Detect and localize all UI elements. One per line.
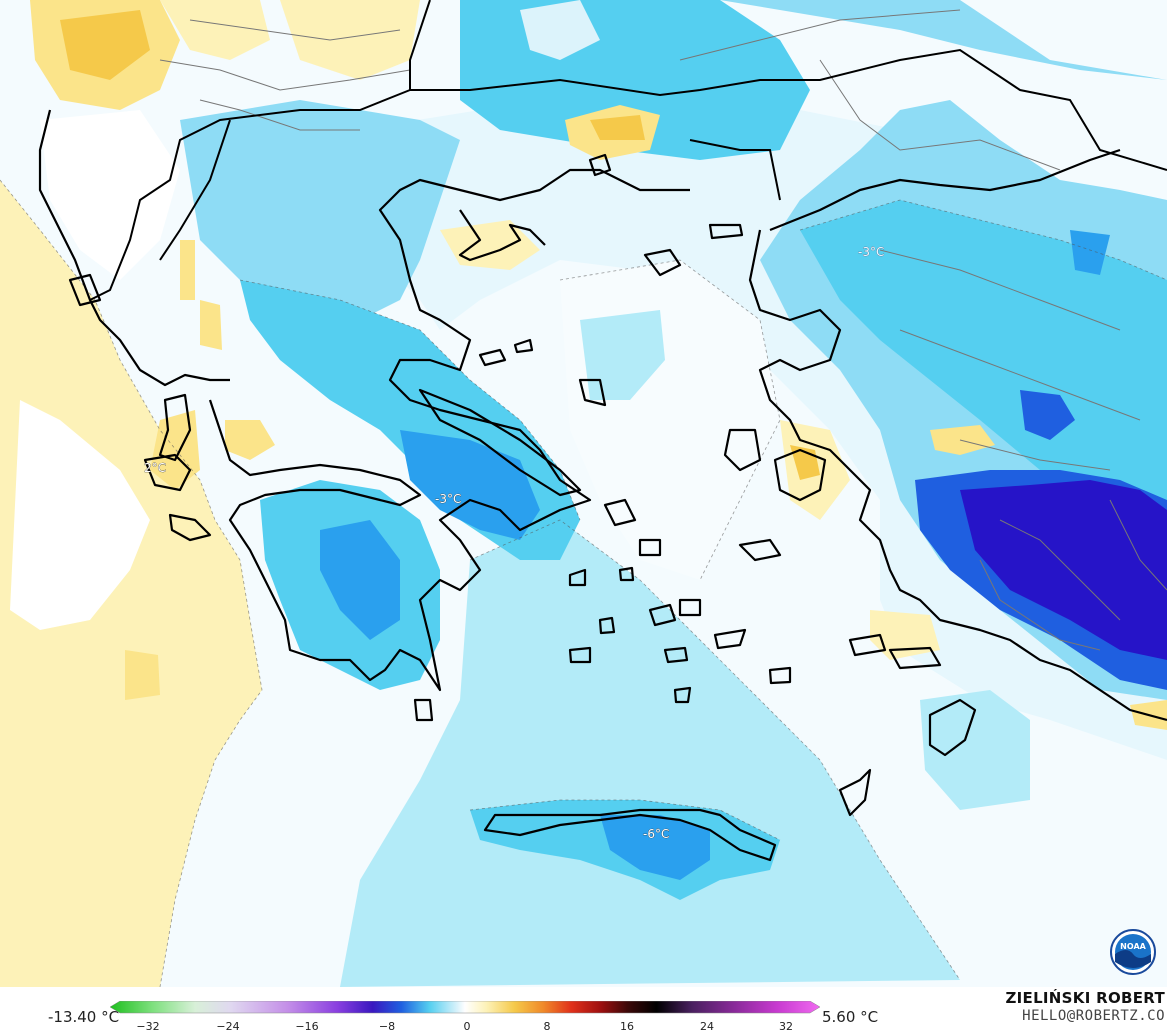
anomaly-area-aegean-inner — [340, 520, 960, 987]
colorbar-max-label: 5.60 °C — [822, 1008, 879, 1026]
admin-borders — [159, 9, 1167, 651]
anomaly-patch-pindus-2 — [200, 300, 222, 350]
anomaly-area-peloponnese-core — [320, 520, 400, 640]
anomaly-area-ionian-positive — [0, 180, 262, 987]
anomaly-area-crete-core — [600, 815, 710, 880]
colorbar-tick-label: 8 — [544, 1020, 551, 1033]
country-borders — [89, 0, 1167, 301]
temp-label-anatolia: -3°C — [858, 245, 884, 259]
colorbar-tick-label: 16 — [620, 1020, 634, 1033]
colorbar-tick-label: −8 — [379, 1020, 395, 1033]
temp-label-attica: -3°C — [435, 492, 461, 506]
anomaly-patch-epirus — [225, 420, 275, 460]
colorbar-tick-label: 0 — [464, 1020, 471, 1033]
anomaly-area-central-blue — [580, 310, 665, 400]
colorbar-tick-label: 24 — [700, 1020, 714, 1033]
colorbar-tick-label: 32 — [779, 1020, 793, 1033]
coastline — [38, 109, 1167, 862]
anomaly-area-balkans-warm-core — [60, 10, 150, 80]
colorbar-min-label: -13.40 °C — [48, 1008, 120, 1026]
temp-label-crete: -6°C — [643, 827, 669, 841]
noaa-logo: NOAA — [1110, 929, 1156, 975]
anomaly-patch-thrace-core — [590, 115, 645, 140]
legend-footer: -13.40 °C — [0, 987, 1167, 1035]
anomaly-area-macedonia — [180, 100, 460, 320]
anomaly-area-rhodes — [920, 690, 1030, 810]
colorbar-tick-label: −24 — [216, 1020, 239, 1033]
temp-label-corfu: 2°C — [144, 461, 166, 475]
anomaly-patch-anatolia — [930, 425, 995, 455]
colorbar-tick-label: −32 — [136, 1020, 159, 1033]
anomaly-area-ionian-yellow — [125, 650, 160, 700]
colorbar: −32 −24 −16 −8 0 8 16 24 32 — [110, 1001, 820, 1033]
anomaly-area-serbia-yellow — [280, 0, 420, 80]
anomaly-area-ionian-white — [10, 400, 150, 630]
anomaly-patch-corfu — [150, 410, 200, 490]
anomaly-patch-lesbos-core — [790, 445, 820, 480]
anomaly-area-albania-white — [40, 110, 180, 280]
author-email: HELLO@ROBERTZ.CO — [1022, 1008, 1165, 1024]
anomaly-patch-pindus-1 — [180, 240, 195, 300]
anomaly-area-cold-north-2 — [1070, 230, 1110, 275]
anomaly-area-anatolia-mid — [800, 200, 1167, 520]
noaa-logo-text: NOAA — [1120, 942, 1146, 951]
anomaly-area-bulgaria-light — [520, 0, 600, 60]
temperature-anomaly-map: -3°C -3°C -6°C 2°C NOAA — [0, 0, 1167, 987]
anomaly-area-serbia-warm — [160, 0, 270, 60]
colorbar-tick-label: −16 — [295, 1020, 318, 1033]
author-name: ZIELIŃSKI ROBERT — [1005, 989, 1165, 1007]
anomaly-area-cold-north — [1020, 390, 1075, 440]
